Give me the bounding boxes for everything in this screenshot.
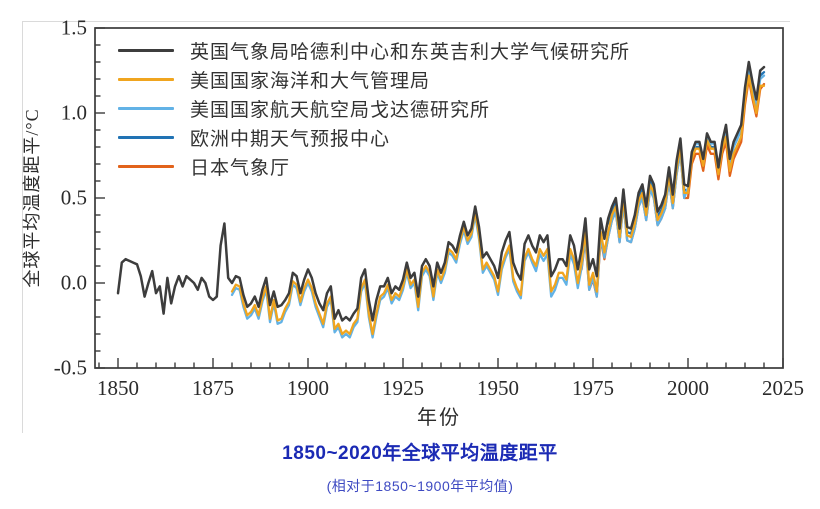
legend-line-swatch <box>118 136 174 139</box>
legend-line-swatch <box>118 78 174 81</box>
y-tick-label: 0.0 <box>60 270 87 295</box>
x-tick-label: 2000 <box>667 376 709 400</box>
x-tick-label: 1975 <box>572 376 614 400</box>
y-tick-label: -0.5 <box>53 355 87 380</box>
legend-item-label: 日本气象厅 <box>190 158 291 179</box>
legend-item: 英国气象局哈德利中心和东英吉利大学气候研究所 <box>118 36 630 65</box>
x-axis-title: 年份 <box>417 407 461 429</box>
legend-item: 日本气象厅 <box>118 152 630 181</box>
legend-item-label: 美国国家海洋和大气管理局 <box>190 71 431 92</box>
x-tick-label: 1900 <box>287 376 329 400</box>
document-cell-border-left <box>22 21 23 433</box>
series-line-3 <box>607 64 766 235</box>
legend: 英国气象局哈德利中心和东英吉利大学气候研究所 美国国家海洋和大气管理局美国国家航天… <box>118 36 630 181</box>
y-tick-label: 0.5 <box>60 185 87 210</box>
legend-item: 美国国家海洋和大气管理局 <box>118 65 630 94</box>
legend-item-label: 美国国家航天航空局戈达德研究所 <box>190 100 491 121</box>
legend-item-label: 英国气象局哈德利中心和东英吉利大学气候研究所 <box>190 42 631 63</box>
legend-item: 欧洲中期天气预报中心 <box>118 123 630 152</box>
legend-line-swatch <box>118 49 174 52</box>
chart-subtitle: (相对于1850~1900年平均值) <box>326 478 514 494</box>
y-tick-label: 1.5 <box>60 15 87 40</box>
x-tick-label: 1925 <box>382 376 424 400</box>
x-tick-label: 2025 <box>762 376 804 400</box>
y-tick-label: 1.0 <box>60 100 87 125</box>
legend-line-swatch <box>118 165 174 168</box>
document-cell-border-top <box>22 21 790 22</box>
legend-item-label: 欧洲中期天气预报中心 <box>190 129 391 150</box>
x-tick-label: 1850 <box>97 376 139 400</box>
series-line-0 <box>116 60 766 322</box>
x-tick-label: 1875 <box>192 376 234 400</box>
chart-title: 1850~2020年全球平均温度距平 <box>282 443 558 464</box>
legend-item: 美国国家航天航空局戈达德研究所 <box>118 94 630 123</box>
legend-line-swatch <box>118 107 174 110</box>
x-tick-label: 1950 <box>477 376 519 400</box>
y-axis-title: 全球平均温度距平/°C <box>22 108 42 288</box>
